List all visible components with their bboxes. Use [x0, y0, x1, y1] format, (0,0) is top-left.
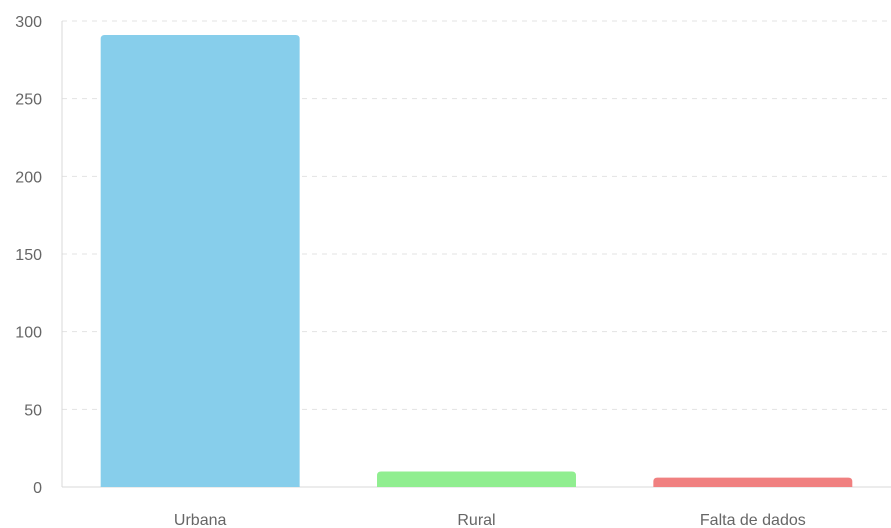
y-tick-label: 50: [24, 402, 42, 419]
y-tick-label: 150: [15, 247, 42, 264]
y-tick-label: 200: [15, 169, 42, 186]
y-tick-label: 100: [15, 325, 42, 342]
y-tick-label: 300: [15, 14, 42, 31]
x-tick-label: Rural: [457, 512, 495, 528]
bar-falta-de-dados[interactable]: [653, 477, 853, 487]
bar-rural[interactable]: [377, 471, 576, 487]
x-axis-ticks: Urbana Rural Falta de dados: [174, 512, 806, 528]
y-tick-label: 250: [15, 92, 42, 109]
x-tick-label: Falta de dados: [700, 512, 806, 528]
x-tick-label: Urbana: [174, 512, 227, 528]
y-tick-label: 0: [33, 480, 42, 497]
bars: [100, 34, 853, 487]
y-axis-ticks: 0 50 100 150 200 250 300: [15, 14, 42, 497]
bar-urbana[interactable]: [100, 34, 300, 487]
grid-lines: [62, 20, 891, 410]
